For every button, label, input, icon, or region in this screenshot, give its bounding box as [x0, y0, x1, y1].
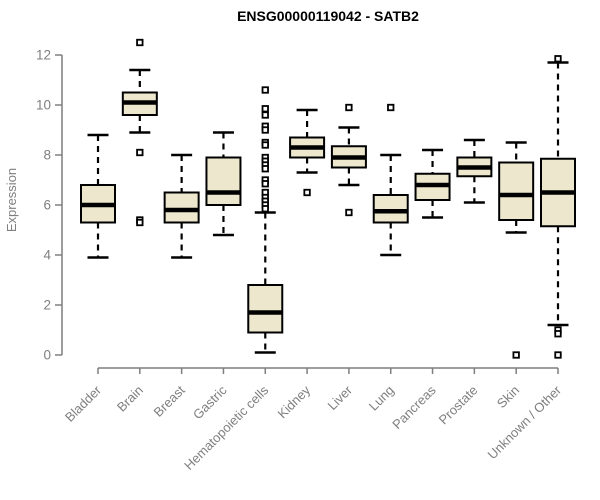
x-tick-label: Breast — [151, 382, 188, 419]
x-tick-label: Prostate — [436, 383, 481, 428]
box-group-skin — [498, 141, 535, 359]
outlier-point — [261, 111, 269, 119]
outlier-point — [261, 105, 269, 113]
box-group-unknown-other — [540, 55, 576, 359]
y-tick-label: 10 — [36, 98, 51, 113]
y-tick-label: 0 — [43, 348, 51, 363]
y-tick-label: 8 — [43, 148, 51, 163]
x-tick-label: Lung — [366, 383, 397, 414]
outlier-point — [554, 330, 562, 338]
y-tick-label: 2 — [43, 298, 51, 313]
box-group-bladder — [80, 133, 116, 259]
outlier-point — [387, 103, 395, 112]
outlier-point — [554, 55, 562, 63]
box-group-hematopoietic-cells — [247, 86, 284, 354]
iqr-box — [163, 191, 200, 224]
x-tick-label: Gastric — [190, 382, 230, 422]
outlier-point — [261, 141, 269, 149]
box-group-breast — [163, 153, 200, 259]
iqr-box — [498, 161, 535, 221]
outlier-point — [136, 218, 144, 227]
outlier-point — [261, 86, 269, 94]
outlier-point — [136, 148, 144, 157]
outlier-point — [345, 103, 353, 112]
y-axis-title: Expression — [4, 168, 19, 232]
outlier-point — [261, 205, 269, 213]
iqr-box — [247, 284, 284, 334]
x-tick-label: Kidney — [274, 382, 313, 421]
x-tick-label: Bladder — [62, 382, 105, 425]
y-tick-label: 6 — [43, 198, 51, 213]
x-tick-label: Liver — [324, 382, 355, 413]
box-group-prostate — [456, 138, 493, 204]
outlier-point — [261, 180, 269, 188]
iqr-box — [372, 194, 409, 224]
outlier-point — [261, 165, 269, 173]
outlier-point — [136, 38, 144, 47]
box-group-liver — [330, 103, 367, 217]
y-tick-label: 4 — [43, 248, 51, 263]
y-axis: 0 2 4 6 8 10 12 — [36, 48, 63, 363]
x-tick-label: Unknown / Other — [485, 382, 565, 462]
x-tick-label: Brain — [114, 383, 146, 415]
box-group-pancreas — [414, 148, 451, 219]
box-group-brain — [121, 38, 158, 227]
outlier-point — [554, 351, 562, 359]
x-tick-label: Pancreas — [389, 382, 439, 432]
box-group-gastric — [205, 131, 242, 237]
y-tick-label: 12 — [36, 48, 51, 63]
chart-title: ENSG00000119042 - SATB2 — [237, 8, 419, 24]
iqr-box — [205, 156, 242, 206]
box-group-kidney — [289, 108, 326, 197]
box-group-lung — [372, 103, 409, 257]
outlier-point — [303, 188, 311, 197]
outlier-point — [261, 126, 269, 134]
outlier-point — [512, 351, 520, 359]
outlier-point — [345, 208, 353, 217]
x-tick-label: Skin — [494, 383, 522, 411]
